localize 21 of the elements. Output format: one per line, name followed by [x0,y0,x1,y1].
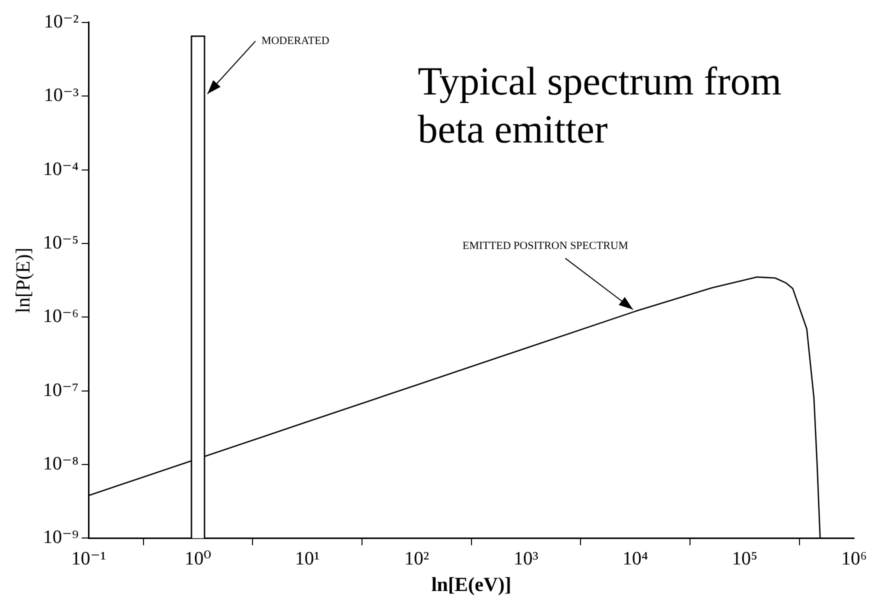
y-tick-label: 10⁻⁹ [42,527,80,548]
x-tick-label: 10² [404,548,430,570]
x-tick-label: 10⁻¹ [71,548,106,570]
annotation: MODERATED [261,34,330,47]
y-tick-label: 10⁻⁷ [42,380,79,401]
y-tick-label: 10⁻³ [44,85,79,106]
x-tick-label: 10⁰ [184,548,212,570]
y-tick-label: 10⁻⁴ [42,158,80,180]
x-tick-label: 10³ [514,548,539,570]
y-tick-label: 10⁻⁵ [42,232,79,254]
y-tick-label: 10⁻⁸ [42,454,79,474]
x-tick-label: 10⁶ [841,548,867,570]
annotation: Typical spectrum from beta emitter [418,58,782,152]
x-axis-title: ln[E(eV)] [431,574,512,596]
y-axis-title: ln[P(E)] [12,248,34,314]
y-tick-label: 10⁻² [44,11,79,32]
x-tick-label: 10¹ [294,548,320,570]
y-tick-label: 10⁻⁶ [42,306,79,328]
x-tick-label: 10⁵ [732,548,758,570]
annotation: EMITTED POSITRON SPECTRUM [462,240,628,252]
x-tick-label: 10⁴ [622,548,649,570]
